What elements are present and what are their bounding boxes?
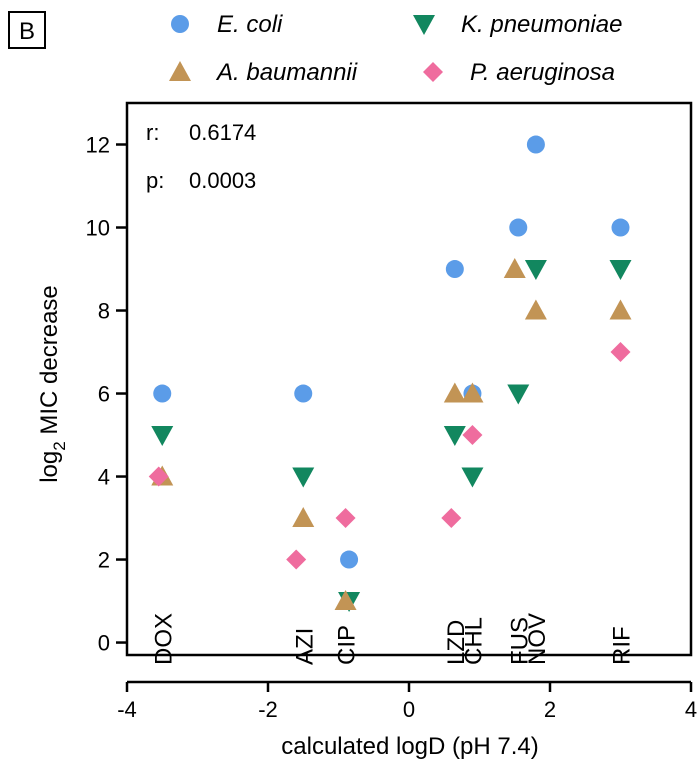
data-point (609, 299, 632, 320)
legend-label: A. baumannii (215, 59, 358, 86)
legend-marker (413, 15, 435, 35)
legend-marker (171, 15, 189, 33)
drug-label: NOV (524, 613, 551, 665)
data-point (461, 382, 484, 403)
stat-p-value: 0.0003 (189, 168, 256, 193)
y-tick-label: 6 (98, 382, 110, 407)
drug-label: AZI (291, 628, 318, 665)
data-point (526, 135, 545, 154)
x-tick-label: -4 (117, 697, 137, 722)
data-point (524, 299, 547, 320)
y-tick-label: 8 (98, 299, 110, 324)
y-tick-label: 2 (98, 548, 110, 573)
data-point (340, 550, 359, 569)
data-point (609, 260, 632, 281)
data-point (294, 384, 313, 403)
data-point (524, 260, 547, 281)
x-axis-title: calculated logD (pH 7.4) (281, 733, 538, 760)
data-point (445, 260, 464, 279)
data-point (335, 508, 356, 529)
data-point (441, 508, 462, 529)
stat-r-label: r: (146, 120, 159, 145)
data-point (503, 258, 526, 279)
data-point (509, 218, 528, 237)
legend-label: K. pneumoniae (461, 11, 622, 38)
data-point (286, 549, 307, 570)
y-tick-label: 12 (86, 133, 110, 158)
panel-label-box (8, 11, 46, 49)
stat-p-label: p: (146, 168, 164, 193)
x-tick-label: 0 (403, 697, 415, 722)
drug-label: LZD (443, 620, 470, 665)
data-point (151, 426, 174, 447)
legend: E. coli K. pneumoniae A. baumannii P. aerug… (169, 11, 622, 86)
legend-marker (169, 61, 191, 81)
data-points (148, 135, 632, 613)
legend-marker (423, 62, 443, 82)
plot-frame (125, 101, 693, 657)
y-tick-label: 4 (98, 465, 110, 490)
data-point (334, 590, 357, 611)
x-tick-label: 2 (544, 697, 556, 722)
data-point (507, 384, 530, 405)
data-point (292, 467, 315, 488)
y-axis-title: log2 MIC decrease (36, 285, 69, 483)
data-point (611, 218, 630, 237)
drug-label: FUS (506, 617, 533, 665)
data-point (461, 467, 484, 488)
data-point (148, 466, 169, 487)
y-tick-label: 10 (86, 216, 110, 241)
x-tick-label: -2 (258, 697, 278, 722)
legend-label: E. coli (217, 11, 283, 38)
x-tick-label: 4 (685, 697, 697, 722)
legend-label: P. aeruginosa (470, 59, 615, 86)
y-axis-title-subscript: 2 (50, 441, 69, 450)
data-point (153, 384, 172, 403)
data-point (292, 507, 315, 528)
drug-label: RIF (609, 626, 636, 665)
data-point (610, 342, 631, 363)
panel-label: B (19, 18, 35, 45)
correlation-stats: r: 0.6174 p: 0.0003 (146, 120, 256, 193)
axes: -4 -2 0 2 4 0 2 4 6 8 10 12 (86, 133, 698, 722)
y-tick-label: 0 (98, 631, 110, 656)
drug-label: DOX (150, 613, 177, 665)
stat-r-value: 0.6174 (189, 120, 256, 145)
data-point (443, 426, 466, 447)
drug-label: CHL (460, 617, 487, 665)
drug-label: CIP (334, 625, 361, 665)
data-point (443, 382, 466, 403)
data-point (462, 425, 483, 446)
